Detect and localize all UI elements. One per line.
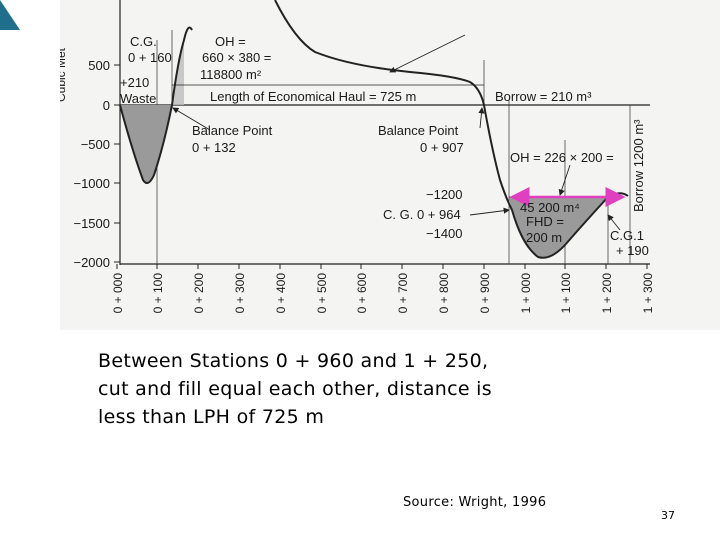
y-tick-minus-500: −500: [81, 137, 110, 152]
cg-station: 0 + 160: [128, 50, 172, 65]
source-citation: Source: Wright, 1996: [403, 495, 547, 510]
waste-qty: +210: [120, 75, 149, 90]
borrow-label: Borrow = 210 m³: [495, 89, 592, 104]
first-valley-shading: [120, 105, 172, 184]
fhd-label: FHD =: [526, 214, 564, 229]
second-valley-shading: [509, 197, 608, 258]
x-tick-1-100: 1 + 100: [559, 273, 573, 314]
cg2-leader: [469, 207, 510, 216]
x-tick-0-700: 0 + 700: [396, 273, 410, 314]
balance2-station: 0 + 907: [420, 140, 464, 155]
x-tick-1-000: 1 + 000: [519, 273, 533, 314]
val-1200: −1200: [426, 187, 463, 202]
val-1400: −1400: [426, 226, 463, 241]
x-tick-0-100: 0 + 100: [151, 273, 165, 314]
x-tick-1-300: 1 + 300: [641, 273, 655, 314]
x-axis-ticks: [116, 264, 648, 269]
balance2-leader: [478, 107, 485, 129]
balance1-station: 0 + 132: [192, 140, 236, 155]
oh2-leader: [558, 164, 571, 196]
caption-line-2: cut and fill equal each other, distance …: [98, 378, 492, 400]
x-tick-0-400: 0 + 400: [274, 273, 288, 314]
x-tick-0-600: 0 + 600: [355, 273, 369, 314]
oh2-result: 45 200 m⁴: [520, 200, 580, 215]
x-tick-0-200: 0 + 200: [192, 273, 206, 314]
x-tick-0-900: 0 + 900: [478, 273, 492, 314]
x-tick-0-300: 0 + 300: [233, 273, 247, 314]
x-tick-1-200: 1 + 200: [600, 273, 614, 314]
borrow-vertical-label: Borrow 1200 m³: [631, 119, 646, 212]
x-tick-0-000: 0 + 000: [111, 273, 125, 314]
oh-top-leader: [389, 34, 466, 73]
oh-label: OH =: [215, 34, 246, 49]
x-tick-0-800: 0 + 800: [437, 273, 451, 314]
haul-label: Length of Economical Haul = 725 m: [210, 89, 416, 104]
caption: Between Stations 0 + 960 and 1 + 250, cu…: [98, 347, 618, 431]
oh-result: 118800 m²: [200, 67, 262, 82]
cg2-label: C. G. 0 + 964: [383, 207, 461, 222]
cg1-leader: [607, 214, 621, 231]
waste-label: Waste: [120, 91, 156, 106]
caption-line-3: less than LPH of 725 m: [98, 406, 325, 428]
mass-curve-upper: [274, 0, 629, 259]
mass-diagram-figure: Cubic Met 500 0 −500 −1000 −1500 −2000: [60, 0, 720, 330]
y-axis-label: Cubic Met: [60, 47, 68, 102]
mass-diagram-svg: Cubic Met 500 0 −500 −1000 −1500 −2000: [60, 0, 655, 314]
page-number: 37: [661, 509, 675, 522]
y-tick-minus-2000: −2000: [73, 255, 110, 270]
fhd-value: 200 m: [526, 230, 562, 245]
x-tick-0-500: 0 + 500: [315, 273, 329, 314]
oh-calc: 660 × 380 =: [202, 50, 271, 65]
oh2-label: OH = 226 × 200 =: [510, 150, 614, 165]
y-tick-minus-1000: −1000: [73, 176, 110, 191]
cg1-label: C.G.1: [610, 228, 644, 243]
balance2-label: Balance Point: [378, 123, 459, 138]
caption-line-1: Between Stations 0 + 960 and 1 + 250,: [98, 350, 489, 372]
corner-triangle-decoration: [0, 0, 20, 30]
mass-curve: [119, 26, 193, 185]
y-tick-minus-1500: −1500: [73, 216, 110, 231]
balance1-label: Balance Point: [192, 123, 273, 138]
balance1-leader: [172, 107, 211, 131]
cg-label: C.G.: [130, 34, 157, 49]
y-tick-500: 500: [88, 58, 110, 73]
cg1-station: + 190: [616, 243, 649, 258]
y-tick-0: 0: [103, 98, 110, 113]
y-axis-ticks: [114, 64, 120, 263]
